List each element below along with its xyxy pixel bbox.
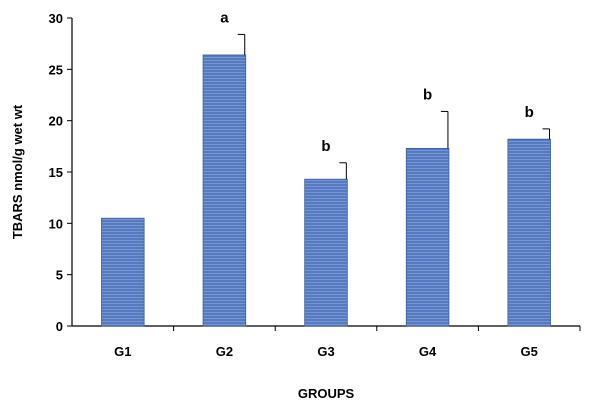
bar-series (101, 54, 551, 327)
x-tick-label-g2: G2 (216, 344, 233, 359)
y-tick-label: 10 (49, 216, 63, 231)
x-tick-group: G1 G2 G3 G4 G5 (114, 326, 581, 359)
significance-label-g3: b (321, 138, 330, 155)
y-axis-title: TBARS nmol/g wet wt (10, 104, 25, 239)
x-tick-label-g1: G1 (114, 344, 131, 359)
y-tick-label: 0 (56, 319, 63, 334)
significance-label-g4: b (423, 86, 432, 103)
y-tick-label: 15 (49, 165, 63, 180)
x-tick-label-g4: G4 (419, 344, 437, 359)
x-axis-title: GROUPS (298, 386, 355, 401)
y-tick-label: 25 (49, 62, 63, 77)
error-bar-group (237, 33, 551, 180)
y-tick-label: 30 (49, 11, 63, 26)
y-tick-label: 20 (49, 114, 63, 129)
x-tick-label-g3: G3 (317, 344, 334, 359)
bar-g2 (202, 54, 247, 327)
significance-label-g2: a (220, 9, 229, 26)
significance-label-g5: b (525, 104, 534, 121)
y-tick-label: 5 (56, 268, 63, 283)
bar-g1 (101, 217, 145, 327)
y-tick-group: 0 5 10 15 20 25 30 (49, 11, 72, 334)
significance-label-group: a b b b (220, 9, 534, 154)
bar-g4 (405, 147, 450, 327)
x-tick-label-g5: G5 (521, 344, 538, 359)
bar-g3 (304, 178, 348, 327)
bar-g5 (507, 138, 551, 327)
